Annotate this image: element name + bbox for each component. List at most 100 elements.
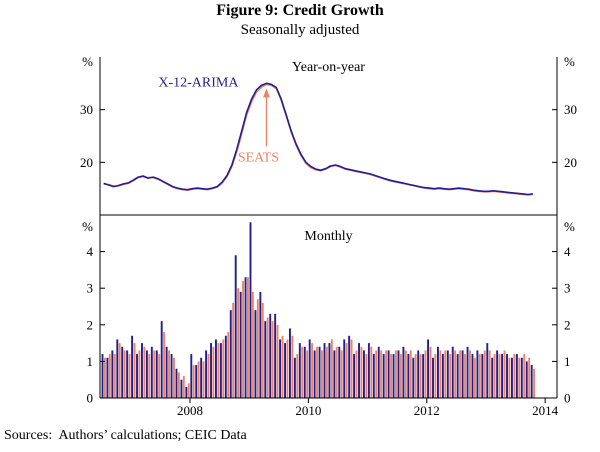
bar-seats <box>217 343 220 398</box>
bar-x-12-arima <box>530 365 533 398</box>
bar-x-12-arima <box>249 222 252 398</box>
bar-x-12-arima <box>353 354 356 398</box>
bar-x-12-arima <box>510 357 513 398</box>
y-tick-label: 30 <box>80 102 93 117</box>
bar-x-12-arima <box>456 354 459 398</box>
bar-seats <box>296 354 299 398</box>
bar-x-12-arima <box>471 354 474 398</box>
bar-x-12-arima <box>372 354 375 398</box>
y-tick-label: 4 <box>87 244 94 259</box>
y-tick-label: 4 <box>564 244 571 259</box>
bar-x-12-arima <box>219 343 222 398</box>
bar-seats <box>335 346 338 398</box>
unit-label: % <box>82 54 93 69</box>
bar-seats <box>321 350 323 398</box>
bar-x-12-arima <box>210 343 212 398</box>
bar-seats <box>375 350 378 398</box>
bar-x-12-arima <box>422 354 425 398</box>
bar-seats <box>365 354 368 398</box>
bar-seats <box>138 350 141 398</box>
y-tick-label: 0 <box>564 391 571 406</box>
bar-x-12-arima <box>185 387 188 398</box>
bar-seats <box>395 350 397 398</box>
bar-x-12-arima <box>155 350 158 398</box>
bar-seats <box>513 354 516 398</box>
bar-seats <box>251 291 254 398</box>
bar-seats <box>459 350 462 398</box>
bar-x-12-arima <box>392 354 395 398</box>
bar-x-12-arima <box>461 350 464 398</box>
bar-seats <box>414 354 417 398</box>
bar-x-12-arima <box>224 335 227 398</box>
bar-seats <box>439 350 442 398</box>
x-tick-label: 2008 <box>177 403 203 418</box>
bar-x-12-arima <box>496 350 499 398</box>
bar-seats <box>503 350 506 398</box>
unit-label: % <box>564 219 575 234</box>
bar-x-12-arima <box>239 291 242 398</box>
bar-seats <box>330 339 333 398</box>
bar-seats <box>454 350 457 398</box>
bar-x-12-arima <box>254 310 257 398</box>
bar-seats <box>163 332 166 398</box>
bar-x-12-arima <box>412 357 415 398</box>
bar-seats <box>222 339 225 398</box>
unit-label: % <box>564 54 575 69</box>
bar-x-12-arima <box>264 321 267 398</box>
bar-seats <box>247 277 249 398</box>
label-x-12-arima: X-12-ARIMA <box>158 75 239 90</box>
bar-seats <box>261 302 264 398</box>
bar-x-12-arima <box>323 343 326 398</box>
bar-x-12-arima <box>446 350 449 398</box>
bar-x-12-arima <box>293 357 296 398</box>
bar-seats <box>242 280 244 398</box>
bar-seats <box>478 354 481 398</box>
bar-x-12-arima <box>466 346 469 398</box>
y-tick-label: 2 <box>564 317 571 332</box>
bar-x-12-arima <box>170 354 173 398</box>
bar-x-12-arima <box>313 350 316 398</box>
unit-label: % <box>82 219 93 234</box>
bar-x-12-arima <box>101 354 104 398</box>
bar-x-12-arima <box>244 277 247 398</box>
bar-x-12-arima <box>141 343 143 398</box>
bar-x-12-arima <box>501 354 504 398</box>
bar-x-12-arima <box>451 346 454 398</box>
bar-x-12-arima <box>195 365 198 398</box>
figure-title: Figure 9: Credit Growth <box>216 2 384 19</box>
bar-x-12-arima <box>259 291 262 398</box>
bar-x-12-arima <box>215 339 217 398</box>
y-tick-label: 1 <box>87 354 94 369</box>
bar-seats <box>173 357 175 398</box>
bar-seats <box>168 350 170 398</box>
bar-seats <box>192 365 195 398</box>
bar-seats <box>528 357 531 398</box>
bar-x-12-arima <box>200 357 203 398</box>
bar-seats <box>197 361 200 398</box>
bar-x-12-arima <box>476 350 479 398</box>
bar-x-12-arima <box>136 354 138 398</box>
bar-seats <box>153 350 156 398</box>
bar-x-12-arima <box>432 357 434 398</box>
bar-x-12-arima <box>407 354 410 398</box>
bar-seats <box>123 350 126 398</box>
bar-seats <box>380 350 383 398</box>
bar-seats <box>464 354 466 398</box>
bar-seats <box>399 354 402 398</box>
bar-x-12-arima <box>298 343 301 398</box>
y-tick-label: 1 <box>564 354 571 369</box>
bar-seats <box>311 343 314 398</box>
bar-seats <box>370 346 373 398</box>
bar-x-12-arima <box>111 350 114 398</box>
bar-x-12-arima <box>520 357 523 398</box>
bar-seats <box>227 332 230 398</box>
bar-seats <box>256 299 259 398</box>
bar-seats <box>207 354 210 398</box>
bar-seats <box>424 350 427 398</box>
bar-seats <box>473 357 476 398</box>
panel-title-monthly: Monthly <box>304 229 352 244</box>
bar-x-12-arima <box>441 354 444 398</box>
bar-x-12-arima <box>397 350 400 398</box>
